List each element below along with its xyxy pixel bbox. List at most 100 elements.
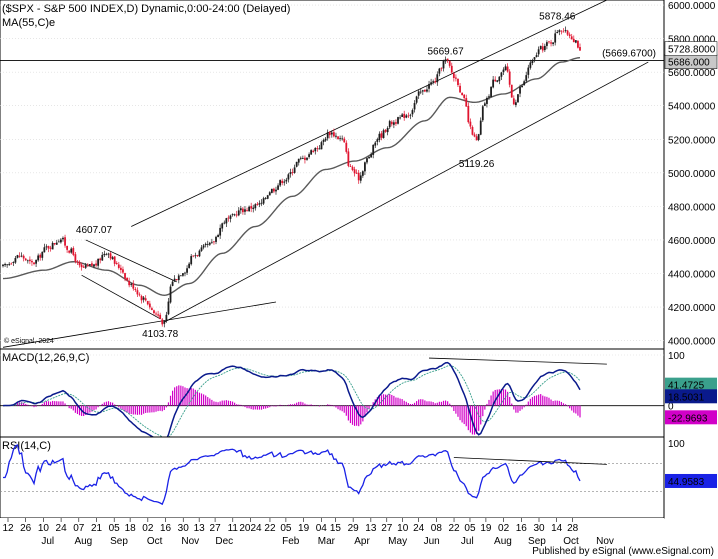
- candle: [351, 165, 354, 172]
- candle-body: [351, 166, 354, 170]
- candle: [330, 130, 333, 138]
- candle: [502, 67, 505, 75]
- candle: [304, 155, 306, 164]
- candle: [37, 253, 40, 262]
- candle: [548, 40, 550, 44]
- candle-body: [80, 264, 83, 268]
- candle: [268, 191, 271, 196]
- candle: [239, 205, 242, 214]
- candle: [446, 58, 449, 63]
- candle-body: [202, 245, 205, 248]
- candle: [264, 196, 267, 200]
- candle-body: [386, 127, 389, 133]
- candle: [78, 260, 81, 268]
- candle-body: [494, 79, 497, 82]
- candle: [380, 130, 383, 141]
- candle-body: [316, 148, 319, 149]
- candle: [469, 118, 472, 130]
- x-axis: 12 26 10 24 07 21 05 18 02 16 30 13 27 11 2024 22 05 19 04…: [0, 518, 664, 547]
- candle: [564, 26, 567, 33]
- candle: [250, 202, 253, 213]
- x-tick-label: 02: [142, 523, 154, 534]
- candle-body: [20, 255, 23, 257]
- candle-body: [103, 253, 106, 256]
- candle: [281, 178, 284, 186]
- candle: [459, 82, 461, 94]
- candle-body: [2, 264, 4, 267]
- candle-body: [45, 246, 48, 248]
- candle: [370, 152, 373, 158]
- candle-body: [419, 91, 422, 93]
- candle-body: [88, 264, 91, 266]
- x-tick-label: 24: [56, 523, 68, 534]
- candle-body: [186, 268, 188, 273]
- candle: [390, 120, 393, 127]
- candle-body: [392, 122, 395, 125]
- candle: [103, 250, 106, 258]
- price-plot-frame: [0, 0, 665, 350]
- candle: [312, 149, 315, 153]
- candle-body: [266, 195, 269, 199]
- candle-body: [490, 86, 492, 98]
- candle-body: [554, 33, 557, 43]
- candle-body: [525, 75, 528, 81]
- x-tick-label: 30: [533, 523, 545, 534]
- candle-body: [62, 237, 64, 240]
- candle: [508, 69, 511, 88]
- ma-label: MA(55,C)e: [2, 17, 55, 29]
- candle: [196, 254, 199, 257]
- candle: [397, 116, 399, 125]
- candle: [175, 279, 178, 281]
- candle: [132, 280, 135, 291]
- candle-body: [262, 198, 265, 204]
- candle-body: [219, 227, 222, 236]
- candle-body: [320, 142, 323, 150]
- x-month-label: Feb: [282, 536, 300, 547]
- candle: [448, 60, 451, 68]
- candle: [568, 32, 571, 39]
- x-tick-label: 14: [551, 523, 563, 534]
- candle: [248, 205, 251, 212]
- candle: [62, 236, 64, 242]
- price-tick-label: 5400.0000: [668, 102, 716, 113]
- candle-body: [434, 81, 437, 83]
- candle: [436, 71, 439, 86]
- candle-body: [570, 36, 573, 40]
- candle-body: [18, 255, 21, 257]
- x-month-label: Apr: [354, 536, 370, 547]
- candle-body: [97, 258, 100, 266]
- candle-body: [66, 245, 69, 250]
- candle: [434, 77, 437, 84]
- candle-body: [539, 45, 542, 50]
- candle-body: [535, 55, 538, 58]
- candle: [8, 262, 11, 266]
- candle-body: [413, 103, 416, 110]
- candle-body: [107, 253, 110, 255]
- candle: [405, 113, 408, 119]
- x-tick-label: 2024: [239, 523, 262, 534]
- macd-value-badge: -22.9693: [665, 410, 717, 425]
- candle-body: [182, 273, 184, 276]
- candle: [66, 245, 69, 253]
- candle-body: [227, 217, 230, 219]
- price-annotation-4607-07: 4607.07: [76, 225, 113, 236]
- candle: [341, 135, 344, 141]
- candle-body: [332, 132, 335, 137]
- candle: [295, 161, 298, 168]
- candle-body: [268, 192, 271, 196]
- candle: [223, 220, 226, 225]
- candle: [566, 29, 569, 36]
- candle-body: [492, 79, 495, 88]
- candle-body: [574, 40, 577, 43]
- x-month-label: Oct: [563, 536, 579, 547]
- candle: [134, 287, 137, 292]
- candle: [138, 292, 141, 297]
- candle: [457, 78, 459, 88]
- candle-body: [43, 247, 46, 253]
- candle-body: [57, 241, 60, 243]
- candle: [252, 204, 255, 213]
- candle-body: [281, 180, 284, 184]
- candle-body: [310, 150, 313, 155]
- candle-body: [28, 259, 31, 262]
- candle: [517, 93, 519, 103]
